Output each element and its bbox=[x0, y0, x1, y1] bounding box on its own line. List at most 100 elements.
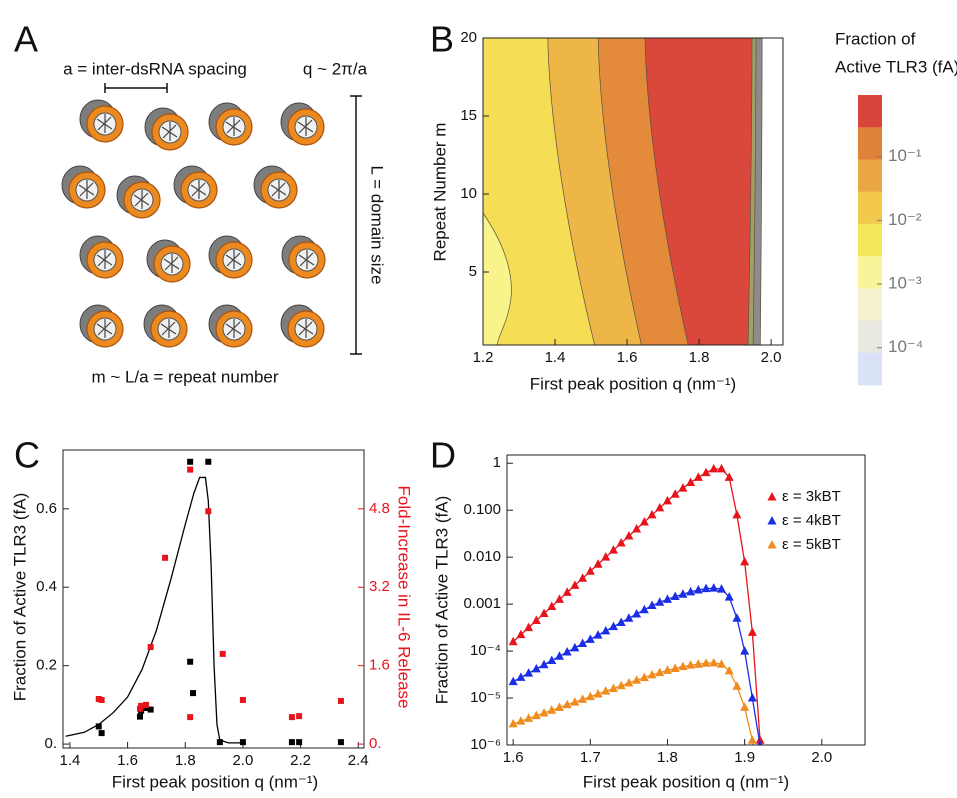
icon-strands bbox=[161, 122, 178, 141]
x-tick-label: 2.2 bbox=[290, 752, 311, 769]
data-point bbox=[747, 693, 757, 702]
tlr3-icon bbox=[280, 304, 325, 348]
icon-strands bbox=[163, 254, 180, 273]
data-point bbox=[670, 489, 680, 498]
x-tick-label: 2.0 bbox=[232, 752, 253, 769]
y-tick-label: 10⁻⁵ bbox=[470, 689, 501, 706]
data-point bbox=[143, 701, 150, 708]
data-point bbox=[508, 676, 518, 686]
data-point bbox=[138, 702, 145, 709]
plot-frame bbox=[482, 37, 784, 346]
data-point bbox=[190, 690, 197, 697]
y-tick-label: 0.100 bbox=[463, 501, 501, 518]
contour-line bbox=[547, 37, 595, 346]
y2-axis-title: Fold-Increase in IL-6 Release bbox=[395, 485, 414, 708]
data-point bbox=[187, 714, 194, 721]
data-point bbox=[740, 702, 750, 711]
data-point bbox=[624, 678, 634, 687]
icon-strands bbox=[96, 319, 113, 338]
tlr3-icon bbox=[144, 107, 189, 151]
data-point bbox=[740, 646, 750, 655]
panel-letter: B bbox=[430, 19, 454, 60]
data-point bbox=[757, 740, 763, 745]
data-point bbox=[570, 580, 580, 589]
data-point bbox=[608, 683, 618, 692]
data-point bbox=[755, 735, 765, 744]
data-point bbox=[147, 706, 154, 713]
icon-strands bbox=[297, 319, 314, 338]
data-point bbox=[624, 531, 634, 540]
data-point bbox=[732, 509, 742, 519]
data-point bbox=[670, 591, 680, 601]
data-point bbox=[701, 467, 711, 477]
y-tick-label: 10⁻⁶ bbox=[470, 736, 501, 753]
data-point bbox=[678, 661, 688, 671]
colorbar-segment bbox=[858, 256, 882, 289]
data-point bbox=[570, 642, 580, 652]
domain-bracket bbox=[350, 95, 362, 355]
tlr3-icon bbox=[253, 165, 298, 209]
tlr3-icon bbox=[61, 165, 106, 209]
data-point bbox=[539, 659, 549, 669]
legend-label: ε = 5kBT bbox=[782, 536, 841, 553]
data-point bbox=[632, 675, 642, 684]
data-point bbox=[95, 723, 102, 730]
x-tick-label: 2.0 bbox=[761, 349, 782, 366]
contour-band bbox=[753, 38, 763, 345]
tlr3-icon bbox=[79, 235, 124, 279]
data-point bbox=[716, 659, 726, 668]
colorbar-tick-label: 10⁻² bbox=[888, 210, 922, 229]
x-axis-title: First peak position q (nm⁻¹) bbox=[112, 772, 318, 791]
data-point bbox=[709, 657, 719, 667]
data-point bbox=[647, 509, 657, 519]
legend-label: ε = 3kBT bbox=[782, 488, 841, 505]
data-point bbox=[516, 629, 526, 639]
data-point bbox=[740, 556, 750, 566]
data-point bbox=[639, 516, 649, 526]
colorbar-segment bbox=[858, 352, 882, 386]
x-tick-label: 1.7 bbox=[580, 749, 601, 766]
x-tick-label: 1.8 bbox=[175, 752, 196, 769]
contour-line bbox=[747, 37, 753, 346]
y-tick-label: 0. bbox=[44, 735, 57, 752]
data-point bbox=[686, 660, 696, 669]
data-point bbox=[601, 686, 611, 695]
data-point bbox=[239, 696, 246, 703]
data-point bbox=[716, 463, 726, 473]
y-tick-label: 10 bbox=[460, 185, 477, 202]
legend-marker bbox=[767, 492, 777, 501]
data-point bbox=[662, 495, 672, 505]
data-point bbox=[143, 705, 150, 712]
y-tick-label: 0.010 bbox=[463, 548, 501, 565]
colorbar-segment bbox=[858, 223, 882, 257]
data-point bbox=[570, 697, 580, 706]
data-point bbox=[147, 644, 154, 651]
x-tick-label: 1.6 bbox=[117, 752, 138, 769]
icon-strands bbox=[225, 319, 242, 338]
tlr3-icon bbox=[173, 165, 218, 209]
data-point bbox=[601, 552, 611, 561]
spacing-label: a = inter-dsRNA spacing bbox=[63, 59, 247, 78]
data-point bbox=[554, 651, 564, 660]
y-axis-title: Fraction of Active TLR3 (fA) bbox=[432, 496, 451, 704]
data-point bbox=[531, 710, 541, 720]
data-point bbox=[562, 587, 572, 596]
data-point bbox=[288, 714, 295, 721]
data-point bbox=[608, 545, 618, 554]
spacing-bracket bbox=[104, 83, 168, 93]
tlr3-icon bbox=[79, 99, 124, 143]
data-point bbox=[693, 472, 703, 481]
data-point bbox=[187, 458, 194, 465]
data-point bbox=[187, 658, 194, 665]
tlr3-icon bbox=[116, 175, 161, 219]
x-tick-label: 1.4 bbox=[545, 349, 566, 366]
data-point bbox=[508, 636, 518, 646]
data-point bbox=[547, 655, 557, 664]
data-point bbox=[593, 630, 603, 639]
y2-tick-label: 4.8 bbox=[369, 500, 390, 517]
colorbar-title: Active TLR3 (fA) bbox=[835, 57, 957, 76]
icon-strands bbox=[78, 180, 95, 199]
contour-band bbox=[547, 38, 642, 345]
icon-grid bbox=[61, 99, 326, 348]
